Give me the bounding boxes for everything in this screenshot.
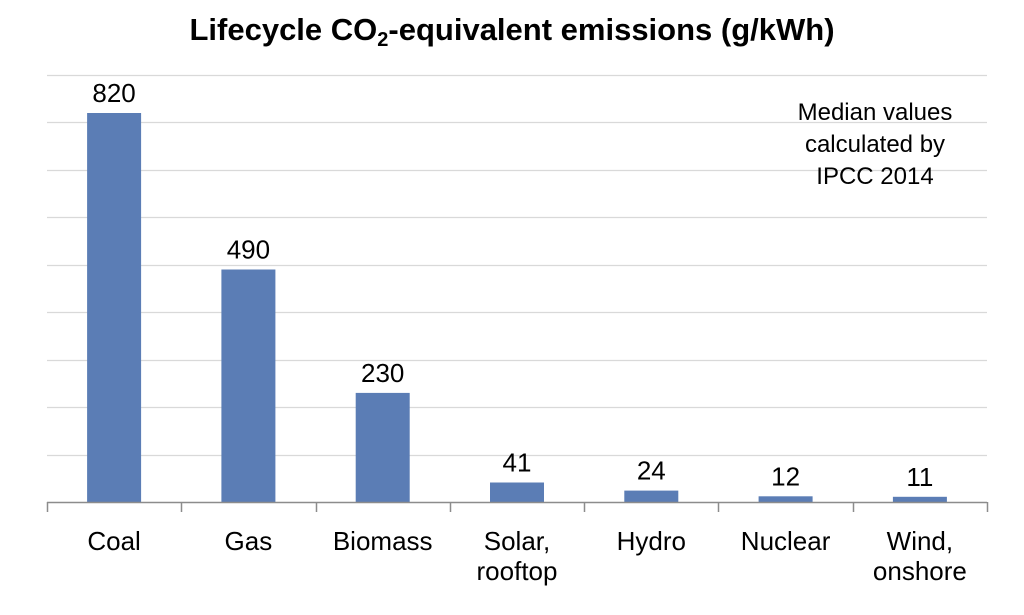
category-labels: Coal Gas Biomass Solar,rooftop Hydro Nuclear W… [87,526,967,586]
category-label: Biomass [333,526,433,556]
bar [892,496,947,502]
chart-title-suffix: -equivalent emissions (g/kWh) [388,12,835,47]
bar [221,269,276,502]
chart-title-subscript: 2 [377,29,389,51]
bars [87,113,947,502]
annotation-line: Median values [798,99,953,126]
data-label: 230 [361,358,404,388]
category-label: Nuclear [741,526,831,556]
data-label: 24 [637,456,666,486]
data-labels: 820 490 230 41 24 12 11 [92,78,933,492]
annotation-line: IPCC 2014 [816,163,933,190]
category-label: onshore [873,556,967,586]
category-label: rooftop [477,556,558,586]
chart-title-prefix: Lifecycle CO [189,12,378,47]
data-label: 11 [906,462,933,492]
category-label: Wind, [887,526,953,556]
bar [355,392,410,502]
annotation-line: calculated by [805,131,945,158]
data-label: 41 [503,448,532,478]
data-label: 820 [92,78,135,108]
data-label: 12 [771,461,800,491]
bar [624,490,679,502]
annotation: Median values calculated by IPCC 2014 [798,99,953,190]
chart-title: Lifecycle CO2-equivalent emissions (g/kW… [0,8,1024,62]
data-label: 490 [227,235,270,265]
category-label: Coal [87,526,140,556]
gridlines [47,74,987,457]
category-label: Gas [225,526,273,556]
category-label: Solar, [484,526,551,556]
bar [490,482,544,502]
bar [87,113,142,502]
bar [758,496,813,502]
x-axis [46,501,989,512]
category-label: Hydro [617,526,686,556]
